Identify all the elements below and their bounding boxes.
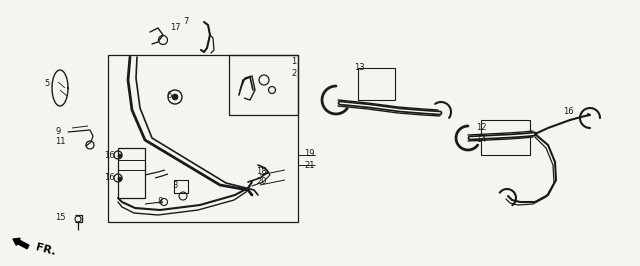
Text: 13: 13 bbox=[354, 64, 365, 73]
Text: 16: 16 bbox=[563, 107, 573, 117]
Text: 16: 16 bbox=[104, 151, 115, 160]
Text: FR.: FR. bbox=[34, 243, 56, 257]
Circle shape bbox=[118, 154, 122, 158]
Circle shape bbox=[118, 177, 122, 181]
Text: 19: 19 bbox=[304, 148, 314, 157]
Text: 2: 2 bbox=[291, 69, 296, 77]
Bar bbox=[118, 148, 145, 198]
Text: 9: 9 bbox=[55, 127, 60, 135]
Text: 3: 3 bbox=[172, 181, 177, 190]
Text: 17: 17 bbox=[170, 23, 180, 32]
Text: 15: 15 bbox=[55, 214, 65, 222]
Bar bbox=[229, 55, 298, 115]
Text: 20: 20 bbox=[256, 177, 266, 186]
Text: 12: 12 bbox=[476, 123, 486, 131]
Text: 5: 5 bbox=[44, 78, 49, 88]
Text: 16: 16 bbox=[104, 172, 115, 181]
Bar bbox=[358, 68, 395, 100]
Text: 1: 1 bbox=[291, 57, 296, 66]
Circle shape bbox=[172, 94, 178, 100]
Text: 11: 11 bbox=[55, 138, 65, 147]
FancyArrow shape bbox=[13, 238, 29, 249]
Text: 6: 6 bbox=[166, 90, 172, 99]
Text: 18: 18 bbox=[256, 167, 267, 176]
Bar bbox=[481, 120, 530, 155]
Text: 7: 7 bbox=[183, 18, 188, 27]
Text: 14: 14 bbox=[476, 135, 486, 143]
Bar bbox=[108, 55, 298, 222]
Text: 8: 8 bbox=[157, 197, 163, 206]
Bar bbox=[174, 180, 188, 193]
Text: 21: 21 bbox=[304, 160, 314, 169]
